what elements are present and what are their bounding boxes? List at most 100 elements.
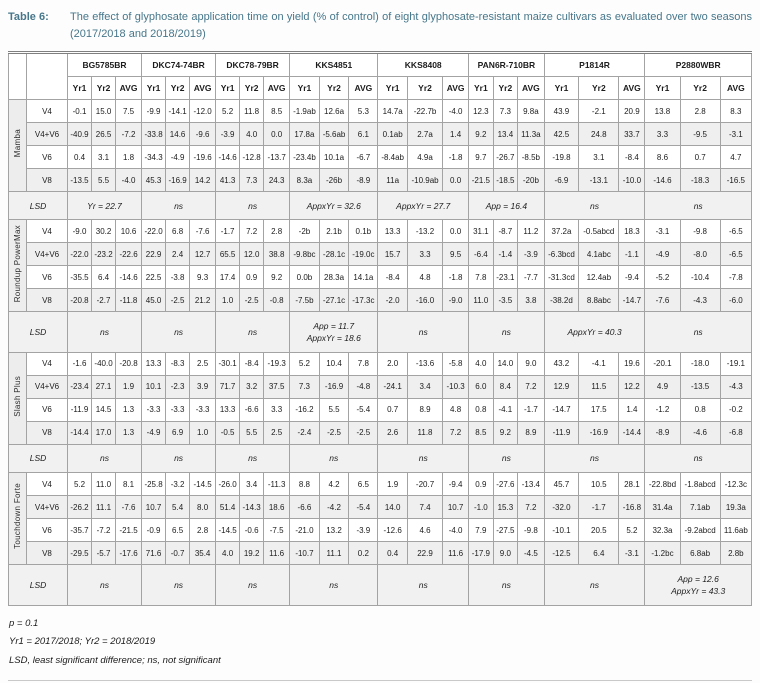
data-cell: -8.5b [517, 145, 545, 169]
data-cell: 11a [377, 168, 408, 192]
lsd-label: LSD [8, 564, 68, 606]
lsd-value: ns [377, 564, 470, 606]
data-cell: -4.2 [318, 495, 350, 520]
data-cell: 6.5 [348, 472, 379, 497]
data-cell: 11.8 [239, 99, 265, 123]
data-cell: 9.0 [517, 351, 545, 376]
data-cell: 5.5 [239, 420, 265, 445]
data-cell: 71.6 [141, 541, 167, 566]
data-cell: 14.7a [377, 99, 408, 123]
data-cell: 22.5 [141, 265, 167, 290]
data-cell: -5.7 [91, 541, 117, 566]
data-cell: 18.3 [618, 219, 646, 244]
data-cell: 9.2 [468, 122, 494, 146]
data-cell: -1.1 [618, 242, 646, 267]
data-cell: 0.1b [348, 219, 379, 244]
lsd-row: LSD ns ns ns ns ns ns ns App = 12.6 AppxYr = 43.… [8, 564, 752, 606]
data-cell: -1.8abcd [679, 472, 721, 497]
data-cell: -3.2 [165, 472, 191, 497]
data-cell: 11.5 [578, 374, 620, 399]
data-cell: 0.8 [468, 397, 494, 422]
data-cell: -31.3cd [543, 265, 580, 290]
data-cell: 51.4 [215, 495, 241, 520]
data-cell: 2.0 [377, 351, 408, 376]
data-cell: 5.2 [215, 99, 241, 123]
data-cell: -26b [318, 168, 350, 192]
data-cell: 12.7 [189, 242, 217, 267]
data-cell: -4.9 [644, 242, 681, 267]
data-cell: 24.8 [578, 122, 620, 146]
data-cell: -18.0 [679, 351, 721, 376]
data-cell: -23.2 [91, 242, 117, 267]
data-cell: 15.3 [492, 495, 519, 520]
table-row: V4+V6 -26.2 11.1 -7.6 10.7 5.4 8.0 51.4 -14.3 18.… [9, 495, 753, 520]
data-cell: 32.3a [644, 518, 681, 543]
table-row: Touchdown Forte V4 5.2 11.0 8.1 -25.8 -3.2 -14.… [8, 472, 753, 566]
data-cell: -9.6 [189, 122, 217, 146]
data-cell: -38.2d [543, 288, 580, 313]
data-cell: -16.8 [618, 495, 646, 520]
data-cell: -3.8 [165, 265, 191, 290]
data-cell: 8.1 [115, 472, 143, 497]
data-cell: 4.1abc [578, 242, 620, 267]
data-cell: -2b [289, 219, 320, 244]
data-cell: -1.4 [492, 242, 519, 267]
data-cell: 9.5 [442, 242, 470, 267]
data-cell: 6.1 [348, 122, 379, 146]
data-cell: -35.7 [66, 518, 93, 543]
data-cell: -3.3 [189, 397, 217, 422]
data-cell: 10.1a [318, 145, 350, 169]
table-row: V8 -20.8 -2.7 -11.8 45.0 -2.5 21.2 1.0 -2.5 -0.8-… [9, 288, 753, 313]
data-cell: 19.2 [239, 541, 265, 566]
data-cell: 8.4 [492, 374, 519, 399]
data-cell: 3.4 [239, 472, 265, 497]
data-cell: 3.3 [644, 122, 681, 146]
data-cell: -40.0 [91, 351, 117, 376]
data-cell: 0.0 [263, 122, 291, 146]
corner-apptime-cell [26, 52, 68, 100]
data-cell: -4.5 [517, 541, 545, 566]
herbicide-group-text: Slash Plus [13, 375, 22, 417]
data-cell: 1.4 [442, 122, 470, 146]
lsd-value: AppxYr = 27.7 [377, 190, 470, 221]
data-cell: 19.3a [719, 495, 753, 520]
data-cell: -7.7 [517, 265, 545, 290]
data-cell: -22.0 [141, 219, 167, 244]
year-header: AVG [348, 76, 379, 100]
data-cell: 0.9 [239, 265, 265, 290]
data-cell: 5.5 [91, 168, 117, 192]
year-header: Yr1 [543, 76, 580, 100]
lsd-value: ns [66, 564, 143, 606]
lsd-value: ns [215, 443, 291, 474]
table-row: V4+V6 -22.0 -23.2 -22.6 22.9 2.4 12.7 65.5 12.0 3… [9, 242, 753, 267]
data-cell: -7.6 [115, 495, 143, 520]
data-cell: 2.7a [406, 122, 444, 146]
data-cell: -8.9 [348, 168, 379, 192]
data-cell: -1.8 [442, 145, 470, 169]
data-cell: 6.8ab [679, 541, 721, 566]
data-cell: -9.4 [618, 265, 646, 290]
data-cell: 6.5 [165, 518, 191, 543]
data-cell: 2.5 [189, 351, 217, 376]
year-header: Yr1 [468, 76, 494, 100]
data-cell: 7.9 [468, 518, 494, 543]
data-cell: -22.0 [66, 242, 93, 267]
year-header: Yr1 [141, 76, 167, 100]
data-cell: 1.3 [115, 420, 143, 445]
data-cell: -9.2abcd [679, 518, 721, 543]
data-cell: 17.5 [578, 397, 620, 422]
data-cell: 1.9 [115, 374, 143, 399]
data-cell: -8.4 [618, 145, 646, 169]
data-cell: 10.5 [578, 472, 620, 497]
data-cell: -7.6 [644, 288, 681, 313]
data-cell: -17.6 [115, 541, 143, 566]
header-row-years: Yr1 Yr2 AVG Yr1 Yr2 AVG Yr1 Yr2 AVG Yr1 Yr2 AVG Yr1 Y… [9, 76, 753, 100]
data-cell: 37.5 [263, 374, 291, 399]
data-cell: 0.0 [442, 168, 470, 192]
data-cell: 3.1 [91, 145, 117, 169]
year-header: Yr2 [406, 76, 444, 100]
data-cell: 11.8 [406, 420, 444, 445]
data-cell: 0.2 [348, 541, 379, 566]
data-cell: -1.7 [578, 495, 620, 520]
data-cell: -21.5 [115, 518, 143, 543]
